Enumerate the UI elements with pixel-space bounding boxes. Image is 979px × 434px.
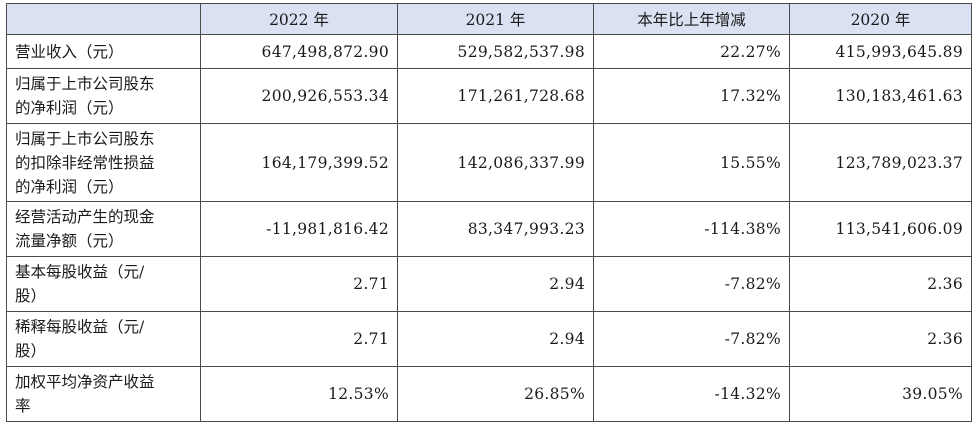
value-2021: 26.85% (397, 366, 594, 422)
value-change: -7.82% (593, 311, 790, 367)
header-corner (6, 3, 201, 35)
header-change: 本年比上年增减 (593, 3, 790, 35)
header-row: 2022 年 2021 年 本年比上年增减 2020 年 (6, 3, 972, 35)
value-change: 15.55% (593, 123, 790, 202)
value-2022: 2.71 (200, 311, 398, 367)
row-label: 营业收入（元） (6, 34, 201, 69)
value-2021: 2.94 (397, 311, 594, 367)
row-label: 基本每股收益（元/ 股） (6, 256, 201, 312)
value-2020: 130,183,461.63 (789, 68, 972, 124)
value-2020: 2.36 (789, 311, 972, 367)
value-2021: 142,086,337.99 (397, 123, 594, 202)
row-label: 经营活动产生的现金 流量净额（元） (6, 201, 201, 257)
table-row: 归属于上市公司股东 的扣除非经常性损益 的净利润（元） 164,179,399.… (6, 123, 972, 202)
row-label: 归属于上市公司股东 的扣除非经常性损益 的净利润（元） (6, 123, 201, 202)
value-2022: -11,981,816.42 (200, 201, 398, 257)
header-2022: 2022 年 (200, 3, 398, 35)
value-2022: 200,926,553.34 (200, 68, 398, 124)
value-2022: 12.53% (200, 366, 398, 422)
value-2022: 647,498,872.90 (200, 34, 398, 69)
table-header: 2022 年 2021 年 本年比上年增减 2020 年 (6, 3, 972, 35)
table-body: 营业收入（元） 647,498,872.90 529,582,537.98 22… (6, 34, 972, 422)
row-label: 加权平均净资产收益 率 (6, 366, 201, 422)
table-row: 经营活动产生的现金 流量净额（元） -11,981,816.42 83,347,… (6, 201, 972, 257)
table-row: 加权平均净资产收益 率 12.53% 26.85% -14.32% 39.05% (6, 366, 972, 422)
value-2020: 113,541,606.09 (789, 201, 972, 257)
table-row: 稀释每股收益（元/ 股） 2.71 2.94 -7.82% 2.36 (6, 311, 972, 367)
value-change: -14.32% (593, 366, 790, 422)
value-2021: 2.94 (397, 256, 594, 312)
row-label: 稀释每股收益（元/ 股） (6, 311, 201, 367)
value-2022: 164,179,399.52 (200, 123, 398, 202)
value-change: -7.82% (593, 256, 790, 312)
row-label: 归属于上市公司股东 的净利润（元） (6, 68, 201, 124)
value-change: 17.32% (593, 68, 790, 124)
header-2020: 2020 年 (789, 3, 972, 35)
value-2020: 123,789,023.37 (789, 123, 972, 202)
value-2021: 171,261,728.68 (397, 68, 594, 124)
financial-table: 2022 年 2021 年 本年比上年增减 2020 年 营业收入（元） 647… (6, 3, 972, 422)
value-2022: 2.71 (200, 256, 398, 312)
value-2021: 529,582,537.98 (397, 34, 594, 69)
table-row: 归属于上市公司股东 的净利润（元） 200,926,553.34 171,261… (6, 68, 972, 124)
value-2020: 2.36 (789, 256, 972, 312)
value-2021: 83,347,993.23 (397, 201, 594, 257)
value-change: 22.27% (593, 34, 790, 69)
value-2020: 39.05% (789, 366, 972, 422)
header-2021: 2021 年 (397, 3, 594, 35)
value-change: -114.38% (593, 201, 790, 257)
value-2020: 415,993,645.89 (789, 34, 972, 69)
table-row: 营业收入（元） 647,498,872.90 529,582,537.98 22… (6, 34, 972, 69)
table-row: 基本每股收益（元/ 股） 2.71 2.94 -7.82% 2.36 (6, 256, 972, 312)
